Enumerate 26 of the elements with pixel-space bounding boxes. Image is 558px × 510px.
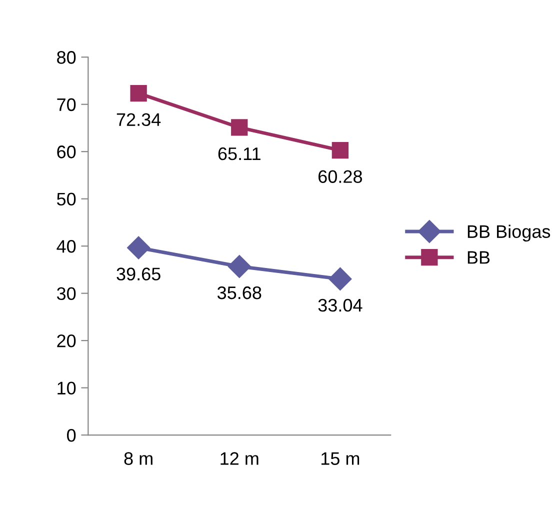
y-tick-label: 60 <box>57 146 76 158</box>
point <box>231 119 248 136</box>
y-tick-label: 80 <box>57 51 76 64</box>
data-label: 72.34 <box>116 113 161 126</box>
point <box>228 254 251 278</box>
point <box>127 236 150 260</box>
legend-label: BB Biogas <box>468 224 550 242</box>
point <box>332 142 349 159</box>
y-tick-label: 70 <box>57 98 76 112</box>
y-tick-label: 50 <box>57 192 76 206</box>
point <box>130 84 147 102</box>
data-label: 60.28 <box>318 170 362 183</box>
data-label: 33.04 <box>318 298 362 312</box>
y-tick-label: 0 <box>67 428 76 442</box>
y-tick-label: 20 <box>57 334 76 348</box>
data-label: 39.65 <box>116 268 160 280</box>
x-tick-label: 8 m <box>124 452 152 465</box>
y-tick-label: 30 <box>56 287 76 300</box>
point <box>328 267 352 290</box>
x-tick-label: 15 m <box>322 452 360 465</box>
data-label: 65.11 <box>218 147 260 160</box>
data-label: 35.68 <box>217 286 262 300</box>
x-tick-label: 12 m <box>220 452 258 465</box>
y-tick-label: 10 <box>58 382 76 395</box>
y-tick-label: 40 <box>56 240 76 253</box>
legend-label: BB <box>468 251 490 264</box>
